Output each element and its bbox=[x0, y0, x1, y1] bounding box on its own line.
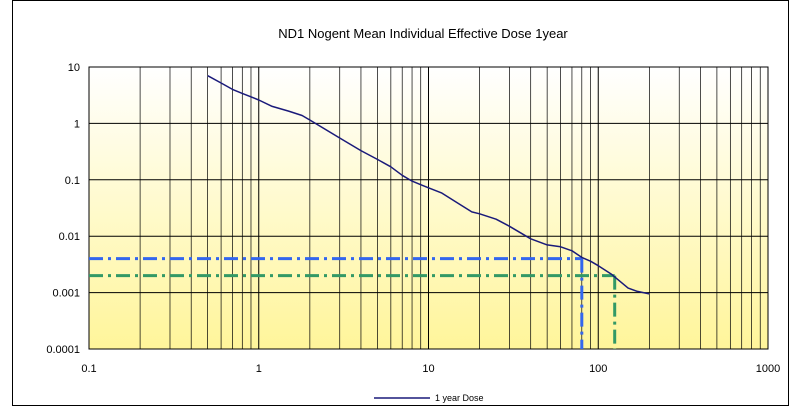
y-tick-label: 0.001 bbox=[52, 288, 80, 300]
y-tick-label: 10 bbox=[68, 62, 80, 74]
y-tick-label: 0.01 bbox=[59, 231, 80, 243]
x-tick-label: 0.1 bbox=[81, 363, 96, 375]
series-layer bbox=[207, 75, 650, 295]
legend: 1 year Dose bbox=[374, 393, 484, 403]
series-line-1-year-dose bbox=[207, 75, 650, 295]
chart-title: ND1 Nogent Mean Individual Effective Dos… bbox=[278, 26, 568, 41]
x-tick-label: 100 bbox=[589, 363, 607, 375]
reference-lines bbox=[89, 257, 617, 349]
x-tick-label: 1000 bbox=[756, 363, 780, 375]
legend-label: 1 year Dose bbox=[435, 393, 484, 403]
y-tick-label: 0.1 bbox=[65, 175, 80, 187]
y-tick-label: 1 bbox=[74, 118, 80, 130]
x-tick-label: 1 bbox=[256, 363, 262, 375]
x-tick-label: 10 bbox=[422, 363, 434, 375]
y-tick-label: 0.0001 bbox=[46, 344, 80, 356]
minor-grid bbox=[139, 67, 761, 349]
plot-border bbox=[88, 66, 769, 350]
tick-labels: 0.1 1 10 100 1000 0.0001 0.001 0.01 0.1 1 10 bbox=[46, 62, 780, 375]
